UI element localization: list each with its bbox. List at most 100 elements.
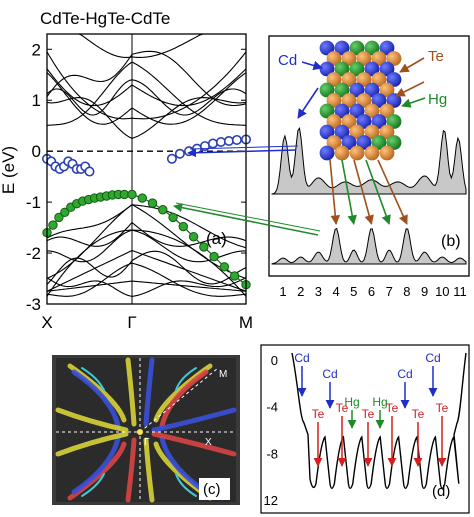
te-atom-label: Te (312, 407, 325, 421)
panel-d-y-tick: 12 (264, 493, 278, 508)
te-atom (364, 145, 380, 161)
cd-atom (386, 72, 402, 87)
te-pointer-arrow (399, 57, 425, 73)
cd-atom (334, 40, 350, 56)
te-atom (379, 145, 395, 161)
te-atom (379, 103, 395, 119)
te-atom (326, 93, 342, 108)
layer-index-label: 5 (350, 284, 357, 299)
cd-atom (371, 93, 387, 108)
cd-atom (319, 61, 335, 77)
layer-index-label: 11 (453, 284, 467, 299)
fermi-arc (71, 369, 121, 429)
layer-index-label: 3 (315, 284, 322, 299)
kpoint-gamma: Γ (127, 313, 136, 332)
layer-index-label: 4 (332, 284, 339, 299)
te-atom (364, 124, 380, 140)
panel-connectors (173, 145, 321, 236)
hg-band-point (199, 242, 209, 252)
te-atom (371, 72, 387, 87)
fermi-arc (125, 437, 137, 503)
cd-atom (319, 145, 335, 161)
hg-band-point (119, 189, 130, 200)
cd-atom (356, 135, 372, 150)
hg-band-point (54, 212, 64, 223)
hg-atom (334, 82, 350, 98)
surface-state-series (41, 134, 252, 177)
panel-d-y-tick: 0 (271, 353, 278, 368)
te-atom-label: Te (386, 401, 399, 415)
te-atom (356, 93, 372, 108)
band-connector (173, 203, 319, 236)
y-axis-ticks: -3 -2 -1 0 1 2 (26, 40, 246, 314)
fermi-arc (55, 431, 129, 457)
surface-state-point (207, 138, 218, 149)
fermi-arc (159, 369, 209, 429)
hg-atom (386, 135, 402, 150)
hg-atom (334, 61, 350, 77)
hg-band-point (178, 221, 189, 232)
panel-d-y-tick: -4 (266, 400, 278, 415)
hg-band-series (42, 189, 251, 290)
hg-atom (319, 82, 335, 98)
te-atom (379, 82, 395, 98)
hg-band-point (60, 207, 70, 218)
te-atom (386, 51, 402, 66)
kpoint-m: M (239, 313, 253, 332)
panel-b-label: (b) (441, 233, 461, 250)
te-atom (326, 72, 342, 87)
panel-c-label-box (199, 478, 230, 500)
surface-state-point (184, 146, 195, 157)
layer-index-label: 2 (297, 284, 304, 299)
cd-atom (379, 40, 395, 56)
hg-band-point (147, 198, 158, 208)
te-atom (326, 51, 342, 66)
bulk-band-line (47, 33, 246, 58)
te-pointer-arrow-2 (395, 81, 425, 97)
te-atom-label: Te (436, 401, 449, 415)
x-point-label: X (205, 437, 212, 448)
layer-index-label: 10 (435, 284, 449, 299)
surface-state-point (223, 135, 234, 146)
hg-atom (319, 103, 335, 119)
te-atom (341, 51, 357, 66)
atomic-structure (319, 40, 402, 161)
cd-atom (386, 93, 402, 108)
cd-atom (334, 124, 350, 140)
te-atom (356, 72, 372, 87)
surface-state-point (231, 134, 242, 145)
cd-atom (364, 61, 380, 77)
hg-atom (349, 61, 365, 77)
cd-atom (341, 135, 357, 150)
fermi-arc (71, 435, 121, 495)
fermi-arc (151, 431, 237, 457)
te-atom (349, 124, 365, 140)
cd-atom (319, 40, 335, 56)
gamma-label: Γ (144, 437, 150, 448)
top-atom-label: Hg (372, 395, 387, 409)
fermi-arc (151, 407, 237, 433)
te-atom-label: Te (362, 407, 375, 421)
te-atom-label: Te (412, 407, 425, 421)
te-atom (341, 72, 357, 87)
te-atom (341, 93, 357, 108)
cd-atom (334, 103, 350, 119)
atom-arrows (297, 366, 447, 467)
fermi-arc (55, 407, 129, 433)
cd-atom (371, 114, 387, 129)
hg-pointer-arrow (401, 97, 426, 108)
cd-label: Cd (278, 52, 297, 69)
cd-atom (364, 82, 380, 98)
diagonal-guide (139, 367, 219, 433)
cd-atom (319, 124, 335, 140)
te-atom (371, 51, 387, 66)
top-atom-label: Cd (322, 367, 337, 381)
hg-band-point (127, 189, 137, 200)
gamma-point (137, 429, 143, 435)
hg-atom (364, 40, 380, 56)
y-tick-label: 0 (32, 142, 41, 161)
surface-connector-2 (189, 145, 299, 150)
bulk-band-line (46, 72, 247, 125)
panel-d-label: (d) (432, 483, 450, 500)
